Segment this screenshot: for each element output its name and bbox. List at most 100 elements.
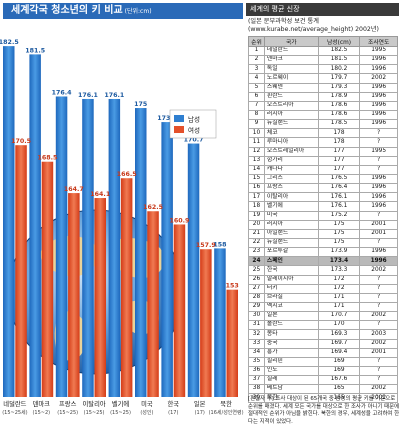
- cell-year: 1996: [359, 64, 398, 75]
- table-row: 35 필리핀 169?: [248, 356, 398, 367]
- cell-year: 2001: [359, 219, 398, 230]
- cell-rank: 38: [248, 384, 265, 395]
- table-row: 29 멕시코 171?: [248, 301, 398, 313]
- table-row: 7 오스트리아 178.6 1996: [248, 100, 398, 111]
- cell-male-height: 175.2: [317, 210, 361, 221]
- table-row: 32 몽타 169.3 2003: [248, 329, 398, 340]
- category-label-5: 미국: [141, 399, 153, 408]
- bar-female-6: [173, 224, 186, 397]
- cell-year: 2003: [359, 329, 398, 340]
- bar-female-5: [147, 211, 159, 397]
- cell-country: 체코: [263, 128, 319, 139]
- cell-rank: 22: [248, 237, 265, 249]
- cell-male-height: 175: [317, 219, 361, 230]
- table-row: 1 네덜란드 182.5 1995: [248, 45, 398, 57]
- cell-country: 베트남: [263, 384, 319, 395]
- table-row: 10 체코 178?: [248, 128, 398, 139]
- legend-label-female: 여성: [188, 126, 200, 135]
- cell-year: ?: [359, 356, 398, 367]
- cell-male-height: 176.1: [317, 201, 361, 212]
- table-row: 12 오스트레일리아 177 1995: [248, 146, 398, 157]
- category-note-7: (17): [195, 410, 205, 416]
- chart-title: 세계각국 청소년의 키 비교: [11, 5, 123, 16]
- cell-country: 북한: [263, 393, 319, 404]
- cell-male-height: 177: [317, 164, 361, 175]
- value-label-female-1: 168.5: [37, 155, 57, 162]
- table-row: 33 중국 169.7 2002: [248, 338, 398, 349]
- table-row: 19 미국 175.2?: [248, 210, 398, 221]
- value-label-female-5: 162.5: [143, 204, 163, 211]
- cell-country: 몽타: [263, 329, 319, 340]
- table-row: 14 캐나다 177?: [248, 164, 398, 175]
- bar-female-0: [15, 145, 27, 397]
- cell-male-height: 175: [317, 237, 361, 249]
- cell-year: 1996: [359, 247, 398, 258]
- value-label-female-2: 164.7: [64, 186, 84, 193]
- cell-country: 브라질: [263, 292, 319, 303]
- table-row: 21 아일랜드 175 2001: [248, 228, 398, 239]
- cell-male-height: 169: [317, 356, 361, 367]
- cell-rank: 35: [248, 356, 265, 367]
- cell-male-height: 170.7: [317, 311, 361, 322]
- cell-year: ?: [359, 375, 398, 386]
- cell-male-height: 175: [317, 228, 361, 239]
- value-label-male-3: 176.1: [78, 92, 98, 99]
- bar-male-1: [29, 54, 41, 397]
- value-label-male-5: 175: [134, 101, 147, 108]
- category-note-1: (15~2): [32, 410, 50, 416]
- table-row: 2 덴마크 181.5 1996: [248, 55, 398, 66]
- cell-country: 덴마크: [263, 55, 319, 66]
- cell-country: 말레이시아: [263, 274, 319, 285]
- table-body: 1 네덜란드 182.5 1995 2 덴마크 181.5 1996 3 독일 180.2 1996 4…: [248, 45, 398, 404]
- category-label-6: 한국: [168, 400, 180, 408]
- col-year: 조사연도: [359, 36, 398, 47]
- cell-year: ?: [359, 237, 398, 249]
- value-label-female-7: 157.9: [196, 242, 216, 249]
- cell-male-height: 176.1: [317, 192, 361, 203]
- cell-year: 2001: [359, 347, 398, 358]
- category-label-0: 네덜란드: [3, 399, 26, 408]
- bar-chart: 182.5 170.5 181.5 168.5 176.4 164.7 176.1 164.1…: [0, 39, 244, 416]
- table-row: 27 터키 172?: [248, 283, 398, 294]
- table-row: 4 노르웨이 179.7 2002: [248, 73, 398, 84]
- table-row: 18 벨기에 176.1 1996: [248, 201, 398, 212]
- value-label-male-1: 181.5: [25, 47, 45, 54]
- cell-country: 이탈리아: [263, 192, 319, 203]
- cell-rank: 29: [248, 301, 265, 313]
- bar-female-3: [94, 198, 106, 397]
- cell-rank: 8: [248, 109, 265, 121]
- cell-male-height: 179.7: [317, 73, 361, 84]
- category-label-7: 일본: [194, 399, 206, 408]
- cell-rank: 27: [248, 283, 265, 294]
- cell-country: 핀란드: [263, 91, 319, 102]
- cell-country: 그리스: [263, 173, 319, 185]
- cell-rank: 15: [248, 173, 265, 185]
- cell-country: 캐나다: [263, 164, 319, 175]
- value-label-female-6: 160.9: [169, 217, 189, 224]
- cell-country: 노르웨이: [263, 73, 319, 84]
- cell-rank: 36: [248, 365, 265, 377]
- cell-year: 2002: [359, 265, 398, 276]
- cell-rank: 13: [248, 155, 265, 166]
- cell-country: 독일: [263, 64, 319, 75]
- cell-rank: 31: [248, 320, 265, 331]
- table-row: 8 러시아 178.6 1996: [248, 109, 398, 121]
- cell-year: 1995: [359, 45, 398, 57]
- table-row: 20 러시아 175 2001: [248, 219, 398, 230]
- cell-rank: 32: [248, 329, 265, 340]
- cell-rank: 14: [248, 164, 265, 175]
- cell-rank: 6: [248, 91, 265, 102]
- category-note-4: (15~25): [110, 410, 131, 416]
- bar-male-5: [135, 108, 147, 397]
- cell-male-height: 171: [317, 292, 361, 303]
- cell-rank: 20: [248, 219, 265, 230]
- category-note-5: (성인): [140, 409, 153, 416]
- value-label-female-3: 164.1: [90, 191, 110, 198]
- cell-country: 포르투갈: [263, 247, 319, 258]
- bar-male-2: [55, 96, 68, 397]
- bar-male-0: [3, 46, 15, 398]
- cell-male-height: 179.3: [317, 82, 361, 93]
- cell-country: 뉴질랜드: [263, 119, 319, 130]
- cell-rank: 28: [248, 292, 265, 303]
- editor-note: [편집자 주] 조사 대상이 된 65개국 중 남성의 평균 키를 기준으로 순…: [248, 396, 400, 425]
